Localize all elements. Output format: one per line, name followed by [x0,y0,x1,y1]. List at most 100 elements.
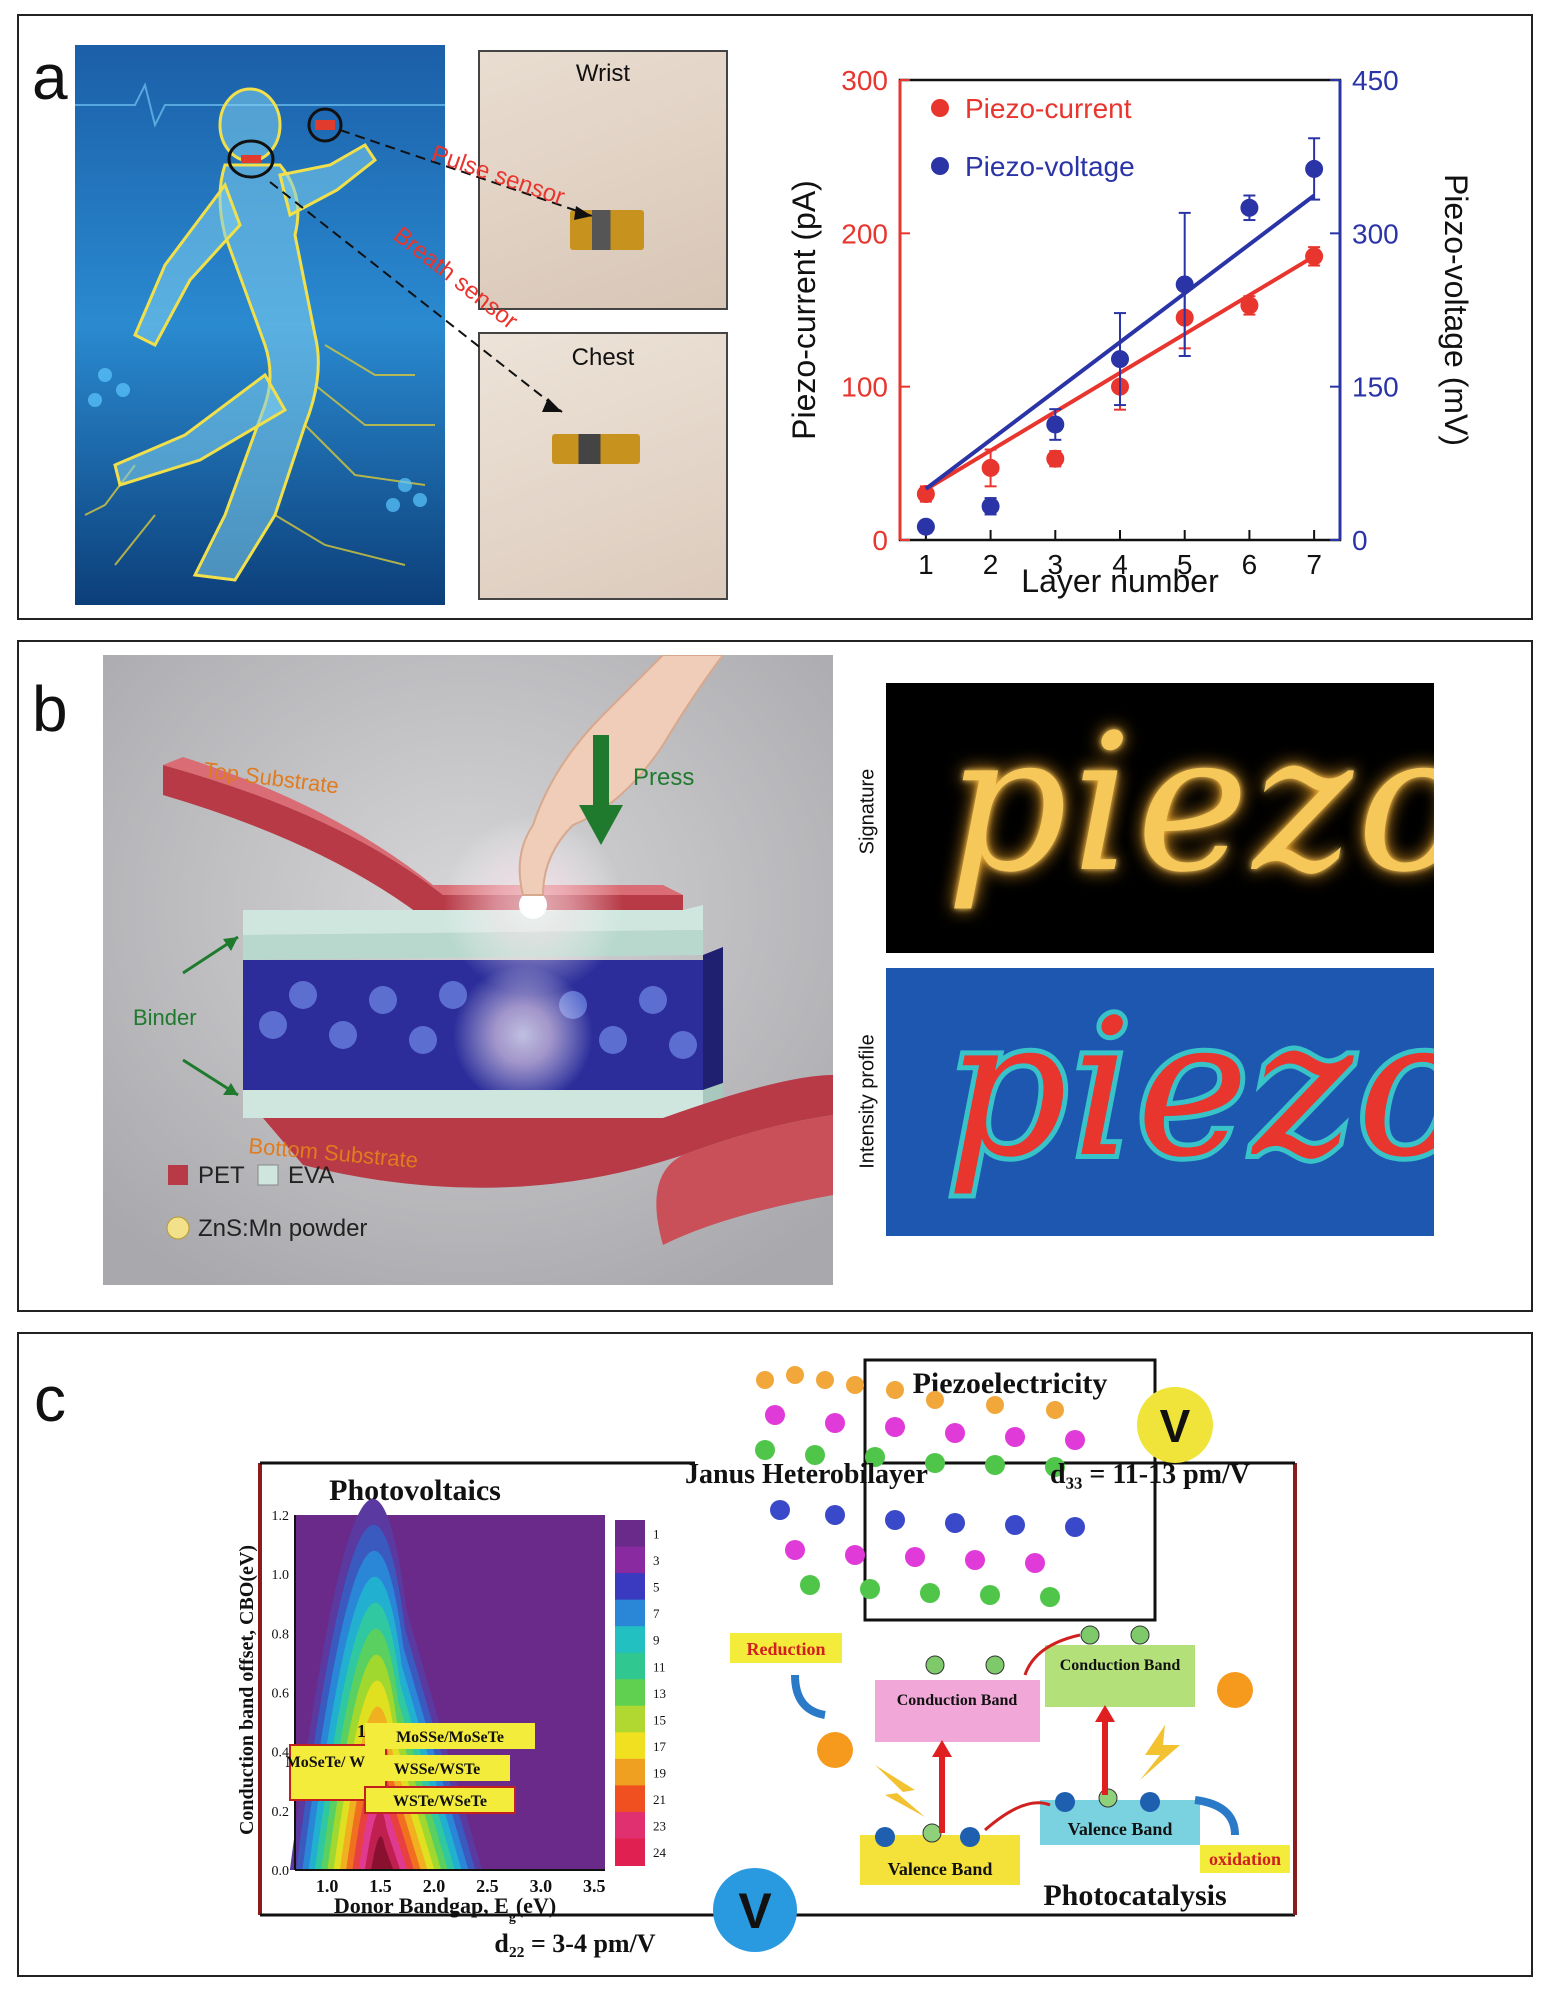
colorbar-swatch [615,1758,645,1787]
colorbar-swatch [615,1785,645,1813]
valence-band-left-label: Valence Band [888,1859,993,1879]
breath-sensor-label: Breath sensor [388,221,522,334]
colorbar-swatch [615,1811,645,1840]
signature-word: piezo [946,693,1434,914]
colorbar-swatch [615,1652,645,1681]
data-point [916,485,935,503]
mossse-box [365,1723,535,1749]
colorbar-swatch [615,1626,645,1654]
panel-letter-c: c [34,1363,66,1435]
colorbar-tick: 5 [653,1580,660,1595]
reduction-box [730,1633,842,1663]
mossse-label: MoSSe/MoSeTe [396,1729,504,1746]
contour-y-tick: 0.2 [272,1805,290,1820]
signature-image: piezo [886,683,1434,953]
legend-voltage-marker [931,157,949,175]
chest-sensor [552,434,640,464]
contour-y-tick: 0.6 [272,1687,290,1702]
chart-a-ylabel-right: Piezo-voltage (mV) [1438,174,1474,446]
legend-current-label: Piezo-current [965,93,1132,124]
contour-y-tick: 1.0 [272,1568,290,1583]
colorbar-tick: 24 [653,1845,667,1860]
data-point [1240,296,1259,315]
contour-x-tick: 2.0 [423,1876,446,1896]
data-point [916,517,935,536]
v-badge-bottom-text: V [738,1883,772,1939]
data-point [981,497,1000,516]
janus-crystal [755,1366,1085,1607]
contour-band [371,1836,394,1870]
d22-label: d₂₂ = 3-4 pm/V [494,1929,655,1958]
intensity-side-label: Intensity profile [856,1034,879,1169]
legend-eva-label: EVA [288,1162,334,1189]
legend-current-marker [931,99,949,117]
y-left-tick-label: 200 [841,218,888,249]
oxidation-box [1200,1845,1290,1873]
colorbar-swatch [615,1732,645,1760]
colorbar-tick: 3 [653,1553,660,1568]
colorbar-tick: 7 [653,1606,660,1621]
v-badge-top [1137,1387,1213,1463]
x-tick-label: 7 [1306,549,1322,580]
v-badge-top-text: V [1160,1400,1191,1452]
chart-a-ylabel-left: Piezo-current (pA) [786,180,822,440]
conduction-band-right-label: Conduction Band [1060,1657,1181,1674]
reduction-label: Reduction [746,1639,825,1659]
y-right-tick-label: 300 [1352,218,1399,249]
contour-x-tick: 2.5 [476,1876,499,1896]
data-point [981,458,1000,477]
wrist-photo: Wrist [478,50,728,310]
sun-left-icon [817,1732,853,1768]
valence-band-right-label: Valence Band [1068,1819,1173,1839]
runner-illustration [75,45,445,605]
wssewste-box [365,1755,510,1781]
legend-pet-label: PET [198,1162,245,1189]
data-point [1175,275,1194,294]
contour-y-tick: 0.8 [272,1627,290,1642]
colorbar-tick: 9 [653,1633,660,1648]
v-badge-bottom [713,1868,797,1952]
sun-right-icon [1217,1672,1253,1708]
chart-a-xlabel: Layer number [1021,563,1219,599]
chest-label: Chest [571,344,635,371]
mosete-label: MoSeTe/ WSTe [286,1754,391,1771]
sensor-arrows: Pulse sensor Breath sensor [269,129,593,413]
contour-xlabel: Donor Bandgap, Eg(eV) [334,1893,556,1925]
photocatalysis-title: Photocatalysis [1043,1879,1226,1912]
y-left-tick-label: 100 [841,372,888,403]
contour-x-tick: 3.0 [530,1876,553,1896]
colorbar-tick: 23 [653,1819,666,1834]
photovoltaics-title: Photovoltaics [329,1474,501,1507]
panel-letter-b: b [32,673,68,745]
data-point [1046,415,1065,434]
legend-zns-swatch [166,1216,190,1240]
colorbar-swatch [615,1838,645,1866]
conduction-band-left-label: Conduction Band [897,1692,1018,1709]
press-label: Press [633,764,694,791]
x-tick-label: 3 [1048,549,1064,580]
wstewsete-box [364,1786,516,1814]
chest-photo: Chest [478,332,728,600]
colorbar-tick: 21 [653,1792,666,1807]
contour-y-tick: 0.4 [272,1746,290,1761]
wrist-label: Wrist [575,60,631,87]
legend-voltage-label: Piezo-voltage [965,151,1135,182]
contour-x-tick: 1.0 [316,1876,339,1896]
oxidation-label: oxidation [1209,1849,1281,1869]
panel-letter-a: a [32,41,68,113]
y-right-tick-label: 0 [1352,525,1368,556]
janus-title: Janus Heterobilayer [685,1459,928,1490]
d33-label: d₃₃ = 11-13 pm/V [1050,1459,1250,1490]
colorbar-tick: 13 [653,1686,666,1701]
x-tick-label: 6 [1242,549,1258,580]
pulse-sensor-label: Pulse sensor [428,140,568,211]
conduction-band-left [875,1680,1040,1742]
intensity-image: piezo [886,968,1434,1236]
colorbar-tick: 1 [653,1527,660,1542]
data-point [1046,449,1065,468]
chart-frame [898,78,1342,542]
piezoelectricity-title: Piezoelectricity [913,1367,1108,1400]
colorbar-swatch [615,1573,645,1601]
colorbar-swatch [615,1520,645,1548]
y-right-tick-label: 150 [1352,372,1399,403]
